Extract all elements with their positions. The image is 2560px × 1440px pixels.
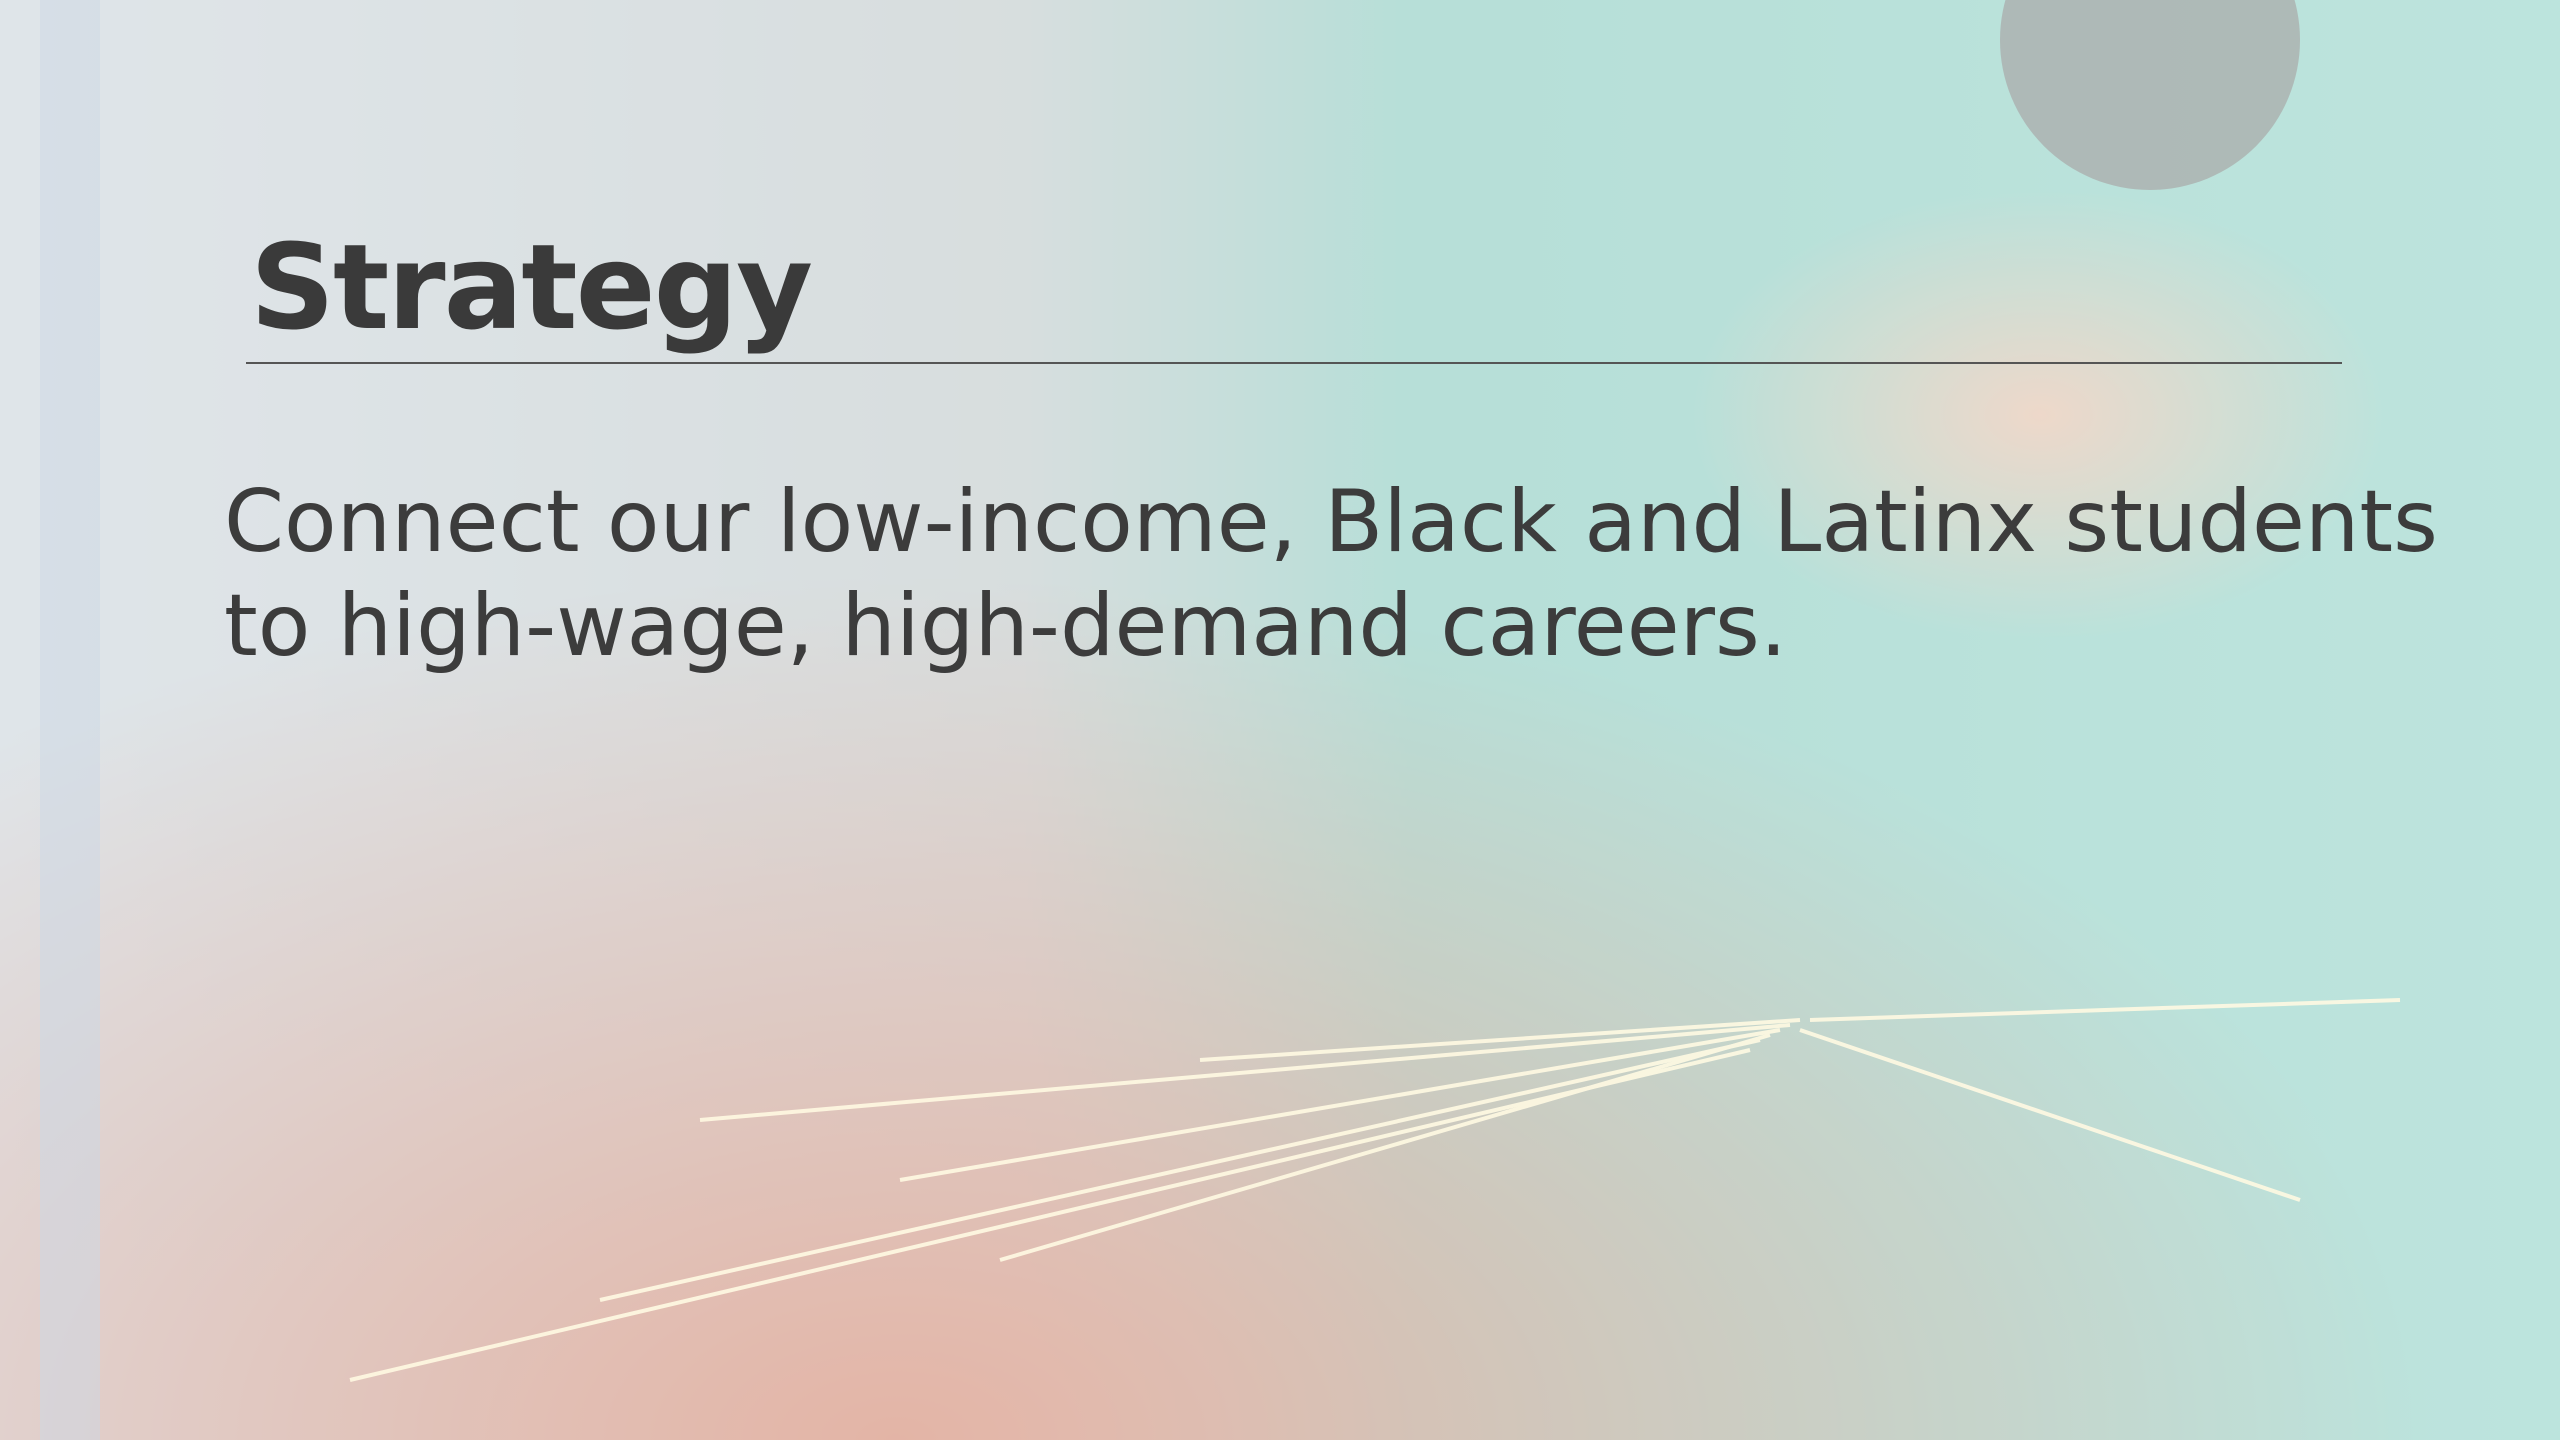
slide: Strategy Connect our low-income, Black a…	[0, 0, 2560, 1440]
title-rule	[246, 362, 2342, 364]
overlay	[0, 0, 2560, 1440]
slide-body: Connect our low-income, Black and Latinx…	[224, 470, 2438, 678]
body-line: Connect our low-income, Black and Latinx…	[224, 470, 2438, 574]
body-line: to high-wage, high-demand careers.	[224, 574, 2438, 678]
slide-title: Strategy	[250, 218, 811, 356]
